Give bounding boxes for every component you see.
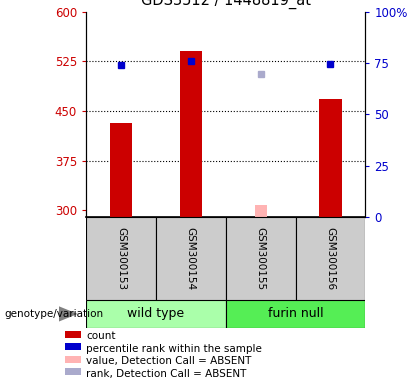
Text: GSM300155: GSM300155 — [256, 227, 266, 290]
Text: genotype/variation: genotype/variation — [4, 309, 103, 319]
Text: GSM300154: GSM300154 — [186, 227, 196, 290]
Text: count: count — [86, 331, 116, 341]
Text: GSM300156: GSM300156 — [326, 227, 336, 290]
Bar — [65, 331, 81, 338]
Bar — [110, 123, 132, 217]
Bar — [65, 368, 81, 375]
Bar — [86, 217, 156, 300]
Text: rank, Detection Call = ABSENT: rank, Detection Call = ABSENT — [86, 369, 247, 379]
Text: wild type: wild type — [127, 308, 184, 320]
Bar — [86, 300, 226, 328]
Bar — [319, 99, 341, 217]
Polygon shape — [59, 306, 78, 322]
Bar — [180, 51, 202, 217]
Title: GDS3512 / 1448819_at: GDS3512 / 1448819_at — [141, 0, 311, 9]
Bar — [226, 300, 365, 328]
Text: furin null: furin null — [268, 308, 323, 320]
Bar — [65, 356, 81, 363]
Bar — [296, 217, 365, 300]
Bar — [255, 205, 267, 217]
Text: GSM300153: GSM300153 — [116, 227, 126, 290]
Bar — [156, 217, 226, 300]
Text: percentile rank within the sample: percentile rank within the sample — [86, 344, 262, 354]
Text: value, Detection Call = ABSENT: value, Detection Call = ABSENT — [86, 356, 252, 366]
Bar — [226, 217, 296, 300]
Bar — [65, 343, 81, 350]
